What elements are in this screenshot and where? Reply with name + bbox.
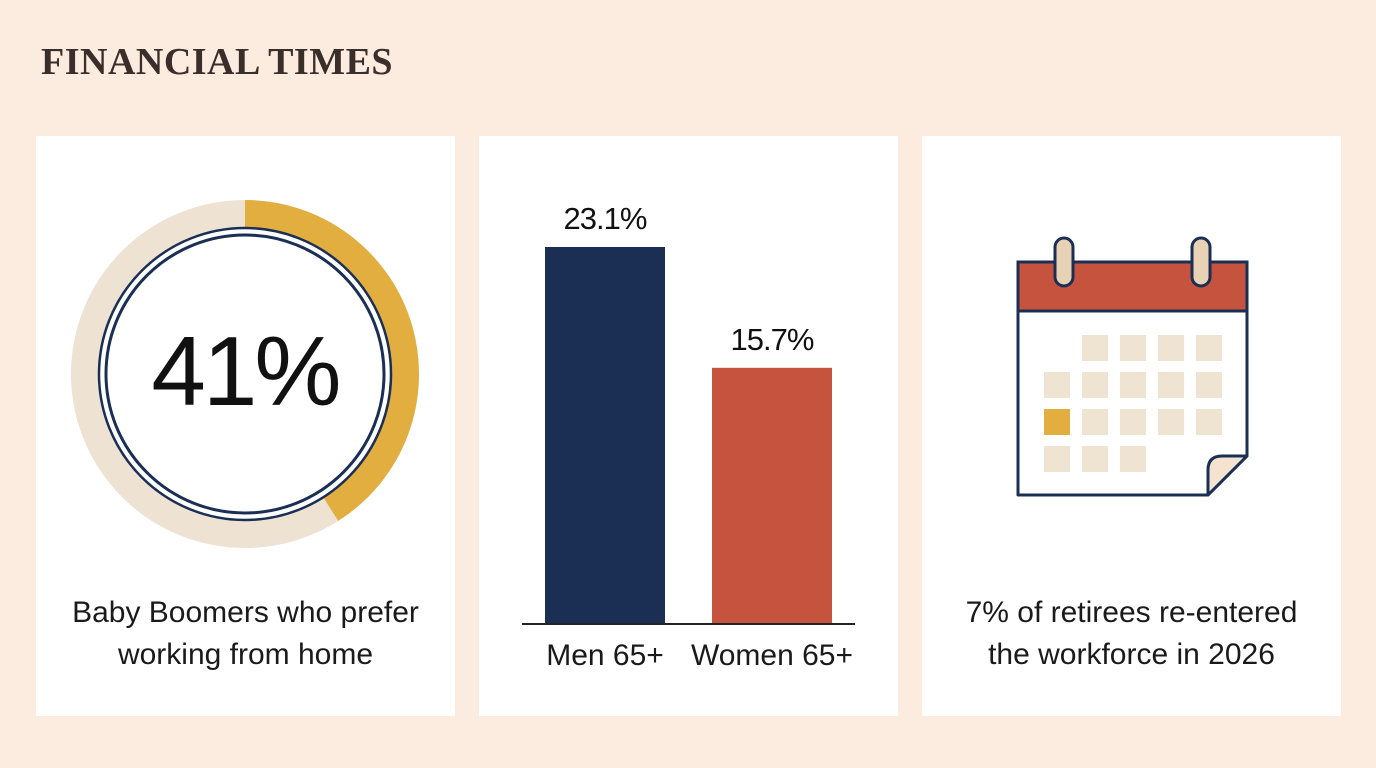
- bar-men-65: [545, 247, 665, 624]
- calendar-icon: [1016, 236, 1249, 497]
- category-label-women: Women 65+: [690, 639, 854, 672]
- wfh-percentage-value: 41%: [151, 316, 341, 426]
- wfh-caption: Baby Boomers who prefer working from hom…: [36, 592, 455, 676]
- donut-inner-outline: [104, 233, 386, 515]
- reentry-caption-line-2: the workforce in 2026: [988, 638, 1275, 671]
- bar-women-65: [712, 367, 832, 624]
- wfh-caption-line-1: Baby Boomers who prefer: [72, 596, 419, 629]
- calendar-day-grid: [1044, 335, 1222, 472]
- bar-value-label-men: 23.1%: [563, 201, 648, 236]
- bar-value-label-women: 15.7%: [730, 321, 815, 357]
- donut-outer-outline: [97, 226, 393, 522]
- reentry-caption: 7% of retirees re-entered the workforce …: [922, 592, 1341, 676]
- calendar-header-bar: [1016, 260, 1249, 313]
- calendar-page-curl: [1206, 454, 1249, 497]
- wfh-caption-line-2: working from home: [117, 638, 374, 671]
- calendar-ring-right: [1190, 236, 1212, 288]
- reentry-caption-line-1: 7% of retirees re-entered: [965, 596, 1298, 629]
- calendar-ring-left: [1053, 236, 1075, 288]
- donut-progress-arc: [244, 200, 419, 521]
- category-label-men: Men 65+: [546, 639, 664, 672]
- employment-bar-chart: [522, 247, 855, 625]
- calendar-highlighted-day: [1044, 409, 1070, 435]
- brand-title: FINANCIAL TIMES: [41, 41, 394, 83]
